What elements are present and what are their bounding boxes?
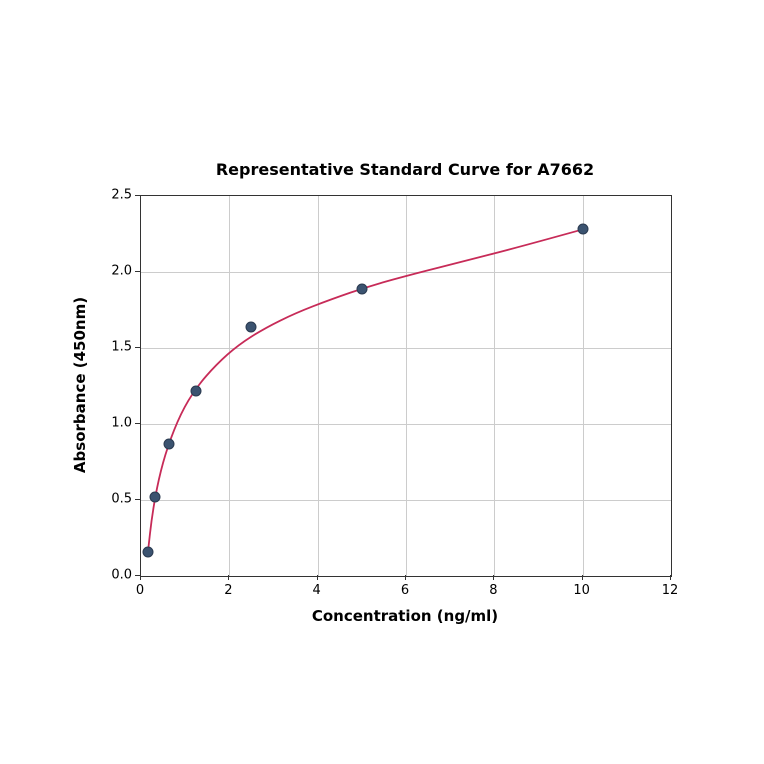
data-point [356,283,367,294]
plot-area [140,195,672,577]
y-tick-label: 0.5 [111,492,132,507]
x-tick-label: 0 [136,583,144,598]
x-tick [228,575,229,580]
x-axis-label: Concentration (ng/ml) [312,607,498,625]
data-point [149,491,160,502]
x-tick [493,575,494,580]
data-point [142,547,153,558]
x-tick-label: 10 [573,583,590,598]
x-tick [582,575,583,580]
x-tick [140,575,141,580]
fit-curve [141,196,671,576]
x-tick [317,575,318,580]
x-tick-label: 6 [401,583,409,598]
x-tick-label: 2 [224,583,232,598]
y-axis-label: Absorbance (450nm) [71,297,89,473]
y-tick [135,575,140,576]
x-tick-label: 8 [489,583,497,598]
chart-title: Representative Standard Curve for A7662 [216,160,594,179]
y-tick-label: 1.5 [111,340,132,355]
data-point [246,321,257,332]
data-point [577,224,588,235]
y-tick-label: 1.0 [111,416,132,431]
y-tick [135,271,140,272]
data-point [163,438,174,449]
y-tick [135,499,140,500]
x-tick-label: 12 [662,583,679,598]
y-tick-label: 0.0 [111,568,132,583]
y-tick [135,347,140,348]
x-tick-label: 4 [313,583,321,598]
x-tick [670,575,671,580]
y-tick [135,423,140,424]
y-tick [135,195,140,196]
y-tick-label: 2.0 [111,264,132,279]
data-point [191,385,202,396]
x-tick [405,575,406,580]
y-tick-label: 2.5 [111,188,132,203]
